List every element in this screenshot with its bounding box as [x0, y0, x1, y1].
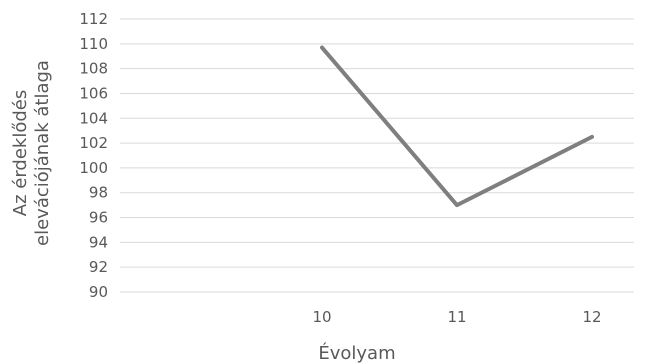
x-tick-label: 11 [447, 308, 466, 326]
y-tick-label: 100 [79, 159, 108, 177]
y-tick-label: 110 [79, 35, 108, 53]
y-tick-label: 92 [89, 258, 108, 276]
y-tick-label: 96 [89, 209, 108, 227]
y-tick-label: 108 [79, 60, 108, 78]
x-tick-label: 12 [582, 308, 601, 326]
x-tick-label: 10 [312, 308, 331, 326]
y-axis-ticks: 90 92 94 96 98 100 102 104 106 108 110 112 [79, 10, 108, 301]
x-axis-title: Évolyam [318, 342, 395, 364]
y-axis-title-line-2: elevációjának átlaga [32, 60, 53, 246]
y-tick-label: 90 [89, 283, 108, 301]
y-tick-label: 112 [79, 10, 108, 28]
y-tick-label: 106 [79, 84, 108, 102]
series-layer [320, 45, 594, 208]
x-axis-ticks: 10 11 12 [312, 308, 601, 326]
y-tick-label: 98 [89, 184, 108, 202]
y-tick-label: 104 [79, 109, 108, 127]
y-axis-title-line-1: Az érdeklődés [10, 90, 31, 216]
y-tick-label: 102 [79, 134, 108, 152]
y-tick-label: 94 [89, 233, 108, 251]
y-axis-title: Az érdeklődés elevációjának átlaga [10, 60, 53, 246]
gridlines [120, 18, 634, 293]
series-line [320, 45, 594, 208]
